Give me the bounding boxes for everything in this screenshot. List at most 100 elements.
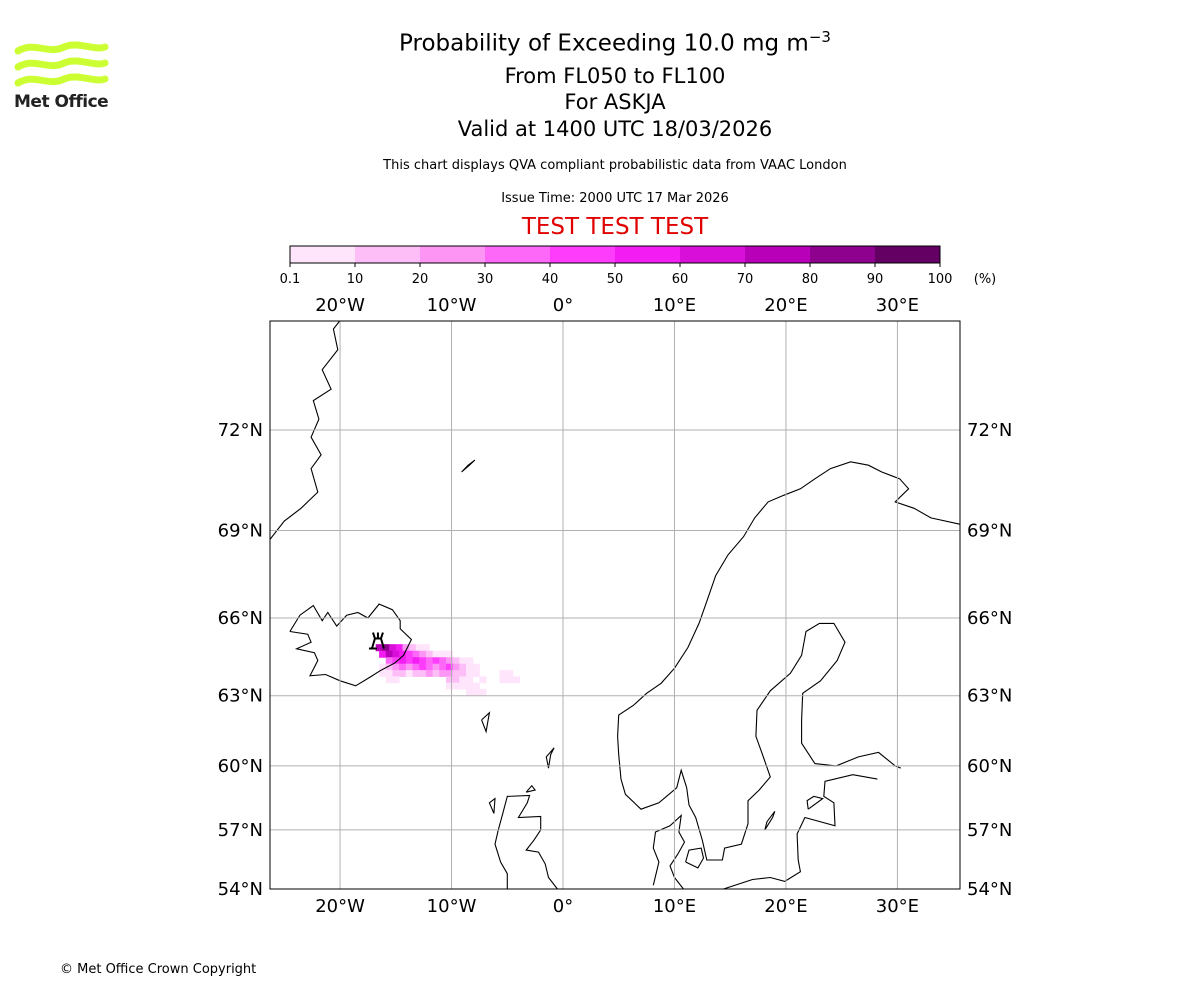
- plume-cell: [405, 657, 414, 665]
- plume-cell: [439, 650, 447, 658]
- coastline-denmark: [652, 814, 686, 889]
- plume-cell: [445, 663, 454, 671]
- lat-label-left: 66°N: [218, 608, 263, 629]
- lat-label-right: 57°N: [967, 820, 1012, 841]
- coastline-baltic: [686, 622, 902, 861]
- colorbar-tick-label: 70: [737, 272, 754, 287]
- lon-label-top: 20°W: [315, 295, 365, 316]
- coastline-shetland: [545, 747, 555, 769]
- plume-cell: [415, 644, 424, 652]
- plume-cell: [512, 676, 521, 684]
- colorbar-bin: [550, 246, 615, 263]
- plume-cell: [382, 644, 390, 652]
- colorbar-tick-label: 60: [672, 272, 689, 287]
- colorbar-bin: [615, 246, 680, 263]
- colorbar-bin: [745, 246, 810, 263]
- plume-cell: [466, 657, 474, 665]
- plume-cell: [392, 676, 400, 684]
- lat-label-right: 66°N: [967, 608, 1012, 629]
- plume-cell: [445, 670, 454, 677]
- plume-cell: [395, 644, 403, 652]
- plume-cell: [439, 670, 447, 677]
- plume-cell: [399, 657, 407, 665]
- logo-text: Met Office: [14, 92, 109, 112]
- coastline-greenland: [270, 321, 341, 541]
- coastline-norway: [617, 461, 960, 810]
- subtitle: This chart displays QVA compliant probab…: [383, 158, 847, 173]
- lon-label-top: 0°: [553, 295, 573, 316]
- plume-cell: [405, 663, 414, 671]
- plume-cell: [419, 657, 427, 665]
- coastline-scotland: [494, 794, 558, 889]
- copyright: © Met Office Crown Copyright: [60, 962, 257, 977]
- lon-label-bottom: 10°W: [427, 896, 477, 917]
- plume-cell: [466, 682, 474, 690]
- plume-cell: [379, 663, 387, 671]
- plume-cell: [439, 657, 447, 665]
- colorbar-tick-label: 0.1: [280, 272, 301, 287]
- colorbar-tick-label: 90: [867, 272, 884, 287]
- plume-cell: [452, 657, 460, 665]
- plume-cell: [399, 663, 407, 671]
- plume-cell: [392, 650, 400, 658]
- colorbar-tick-label: 100: [928, 272, 953, 287]
- coastline-gotland: [764, 810, 776, 831]
- lat-label-left: 54°N: [218, 879, 263, 900]
- plume-cell: [419, 650, 427, 658]
- lon-label-bottom: 0°: [553, 896, 573, 917]
- plume-cell: [432, 657, 440, 665]
- plume-cell: [472, 688, 480, 696]
- colorbar-bin: [485, 246, 550, 263]
- map-frame: [269, 320, 961, 890]
- plume-cell: [385, 676, 393, 684]
- colorbar-tick-label: 10: [347, 272, 364, 287]
- plume-cell: [405, 670, 414, 677]
- colorbar-unit: (%): [974, 272, 997, 287]
- plume-cell: [472, 670, 480, 677]
- plume-cell: [439, 663, 447, 671]
- plume-cell: [445, 682, 454, 690]
- plume-cell: [419, 663, 427, 671]
- plume-cell: [466, 670, 474, 677]
- volcano-name: For ASKJA: [564, 90, 666, 114]
- colorbar-tick-label: 80: [802, 272, 819, 287]
- coastline-estonia: [723, 774, 878, 889]
- plume-cell: [459, 670, 467, 677]
- plume-cell: [405, 650, 414, 658]
- lat-label-right: 54°N: [967, 879, 1012, 900]
- coastline-faroe: [481, 711, 491, 734]
- plume-cell: [425, 663, 434, 671]
- test-banner: TEST TEST TEST: [521, 214, 709, 240]
- plume-cell: [399, 650, 407, 658]
- plume-cell: [385, 663, 393, 671]
- lon-label-top: 20°E: [764, 295, 807, 316]
- lon-label-top: 10°E: [653, 295, 696, 316]
- plume-cell: [375, 644, 383, 652]
- plume-cell: [412, 663, 420, 671]
- lon-label-bottom: 20°W: [315, 896, 365, 917]
- plume-cell: [385, 657, 393, 665]
- coastline-orkney: [525, 784, 537, 793]
- colorbar-bin: [875, 246, 940, 263]
- plume-cell: [385, 650, 393, 658]
- plume-cell: [392, 670, 400, 677]
- plume-cell: [402, 644, 410, 652]
- plume-cell: [459, 663, 467, 671]
- lon-label-bottom: 20°E: [764, 896, 807, 917]
- plume-cell: [385, 670, 393, 677]
- plume-cell: [452, 670, 460, 677]
- plume-cell: [466, 663, 474, 671]
- flight-levels: From FL050 to FL100: [504, 64, 726, 88]
- colorbar-tick-label: 50: [607, 272, 624, 287]
- plume-cell: [432, 650, 440, 658]
- lat-label-right: 69°N: [967, 520, 1012, 541]
- colorbar-bin: [810, 246, 875, 263]
- lat-label-left: 69°N: [218, 520, 263, 541]
- plume-cell: [452, 663, 460, 671]
- plume-cell: [432, 670, 440, 677]
- colorbar-bin: [680, 246, 745, 263]
- lon-label-top: 30°E: [876, 295, 919, 316]
- plume-cell: [459, 682, 467, 690]
- lat-label-left: 63°N: [218, 686, 263, 707]
- plume-cell: [445, 676, 454, 684]
